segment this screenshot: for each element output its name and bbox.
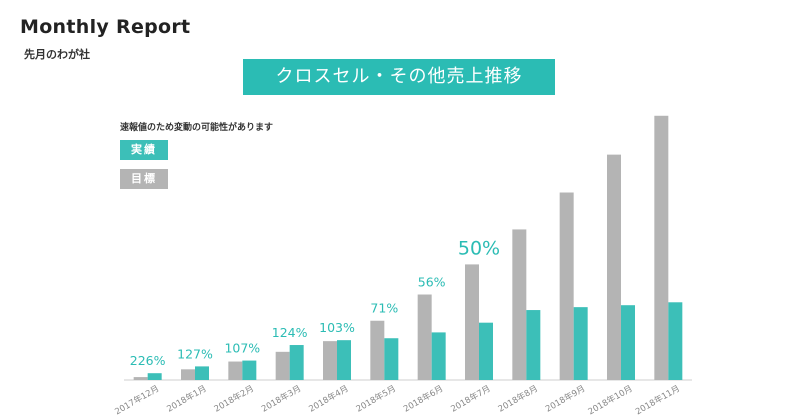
bar-target [323,341,337,380]
x-tick-label: 2018年4月 [307,383,351,415]
data-label: 50% [458,237,500,259]
bar-target [512,229,527,380]
bar-actual [384,338,399,380]
bar-actual [242,360,257,380]
bar-target [133,377,148,380]
x-tick-label: 2018年3月 [260,383,304,415]
bar-target [181,369,195,380]
bar-actual [337,340,351,380]
bar-target [607,154,621,380]
data-label: 103% [319,320,355,335]
x-tick-label: 2018年5月 [354,383,398,415]
chart-title: クロスセル・その他売上推移 [243,59,555,95]
x-tick-label: 2017年12月 [113,383,161,417]
bar-target [275,351,290,380]
legend-target: 目標 [120,169,168,189]
bar-actual [573,307,588,380]
bar-target [654,115,669,381]
x-tick-label: 2018年9月 [544,383,588,415]
data-label: 226% [130,353,166,368]
bar-actual [668,302,683,380]
bar-actual [289,345,304,380]
bar-target [228,361,243,380]
x-tick-label: 2018年7月 [449,383,493,415]
x-tick-label: 2018年8月 [496,383,540,415]
bar-actual [431,332,446,380]
report-subtitle: 先月のわが社 [24,48,90,61]
x-tick-label: 2018年6月 [402,383,446,415]
x-tick-label: 2018年11月 [634,383,682,417]
x-tick-label: 2018年10月 [586,383,634,417]
bar-target [465,264,479,380]
data-label: 56% [418,275,446,290]
report-title: Monthly Report [20,16,191,38]
data-label: 107% [224,341,260,356]
bar-target [370,320,385,380]
bar-actual [147,373,162,380]
bar-actual [526,310,541,380]
x-tick-label: 2018年1月 [165,383,209,415]
data-note: 速報値のため変動の可能性があります [120,123,274,133]
x-tick-label: 2018年2月 [212,383,256,415]
bar-target [559,192,574,380]
bar-target [417,294,432,380]
data-label: 71% [370,301,398,316]
bar-actual [479,322,493,380]
legend-actual: 実績 [120,140,168,160]
data-label: 124% [272,325,308,340]
bar-actual [195,366,209,380]
data-label: 127% [177,346,213,361]
bar-actual [621,305,635,380]
